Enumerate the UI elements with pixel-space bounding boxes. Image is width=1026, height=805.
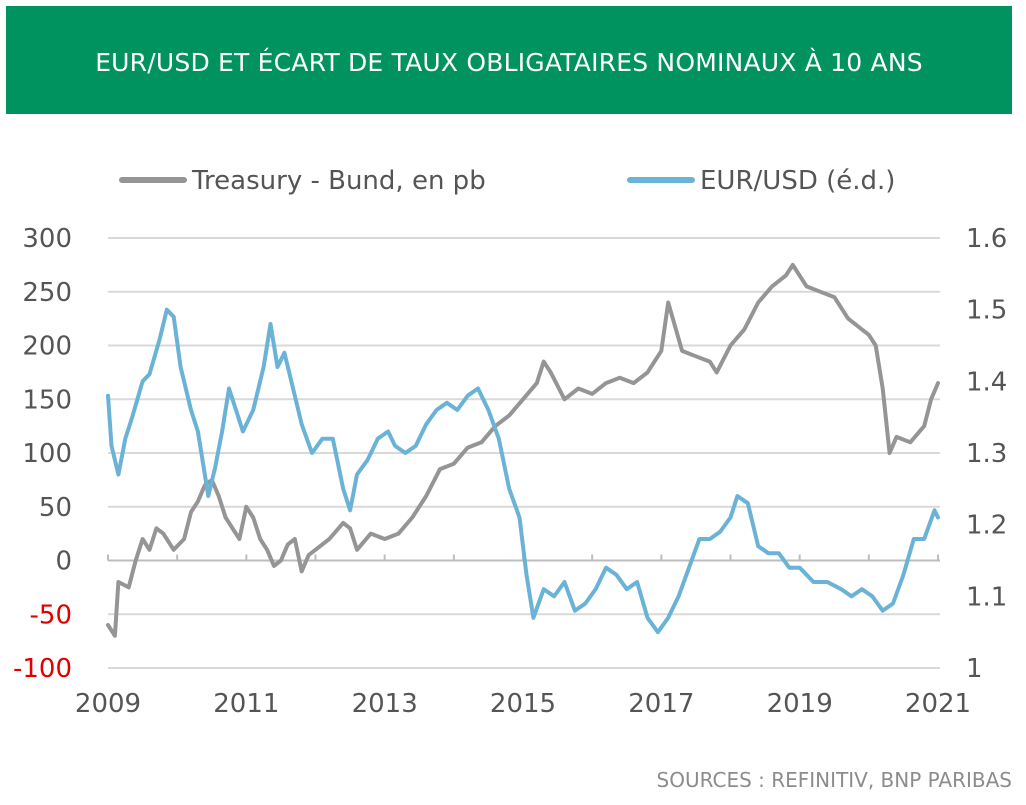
source-note: SOURCES : REFINITIV, BNP PARIBAS (656, 768, 1013, 792)
title-banner: EUR/USD ET ÉCART DE TAUX OBLIGATAIRES NO… (6, 6, 1012, 114)
x-tick-label: 2015 (490, 689, 556, 719)
spread-series-line (106, 262, 940, 638)
x-tick-label: 2009 (75, 689, 141, 719)
y-left-tick-label: 200 (22, 332, 72, 362)
y-right-tick-label: 1.2 (966, 511, 1007, 541)
y-right-tick-label: 1.3 (966, 439, 1007, 469)
eurusd-series-line (106, 307, 940, 635)
y-right-tick-label: 1.6 (966, 224, 1007, 254)
chart-title: EUR/USD ET ÉCART DE TAUX OBLIGATAIRES NO… (95, 48, 923, 77)
legend-label: EUR/USD (é.d.) (700, 166, 895, 196)
x-tick-label: 2013 (352, 689, 418, 719)
y-left-tick-label: 50 (39, 493, 72, 523)
gridlines (107, 237, 940, 669)
y-left-tick-label: 150 (22, 385, 72, 415)
y-right-tick-label: 1.5 (966, 296, 1007, 326)
y-left-tick-label: 300 (22, 224, 72, 254)
y-right-tick-label: 1.4 (966, 367, 1007, 397)
y-left-tick-label: 0 (55, 547, 72, 577)
y-right-tick-label: 1.1 (966, 582, 1007, 612)
y-axis-left: 300 250 200 150 100 50 0 -50 -100 (13, 224, 72, 684)
legend-label: Treasury - Bund, en pb (191, 166, 486, 196)
series-lines (106, 262, 940, 638)
y-right-tick-label: 1 (966, 654, 983, 684)
x-tick-label: 2019 (767, 689, 833, 719)
x-tick-label: 2017 (628, 689, 694, 719)
y-left-tick-label: 100 (22, 439, 72, 469)
y-left-tick-label: 250 (22, 278, 72, 308)
legend: Treasury - Bund, en pb EUR/USD (é.d.) (119, 166, 895, 196)
x-axis: 2009 2011 2013 2015 2017 2019 2021 (75, 689, 971, 719)
x-tick-label: 2011 (213, 689, 279, 719)
y-left-tick-label: -100 (13, 654, 72, 684)
x-tick-label: 2021 (905, 689, 971, 719)
y-left-tick-label: -50 (30, 600, 72, 630)
y-axis-right: 1.6 1.5 1.4 1.3 1.2 1.1 1 (966, 224, 1007, 684)
